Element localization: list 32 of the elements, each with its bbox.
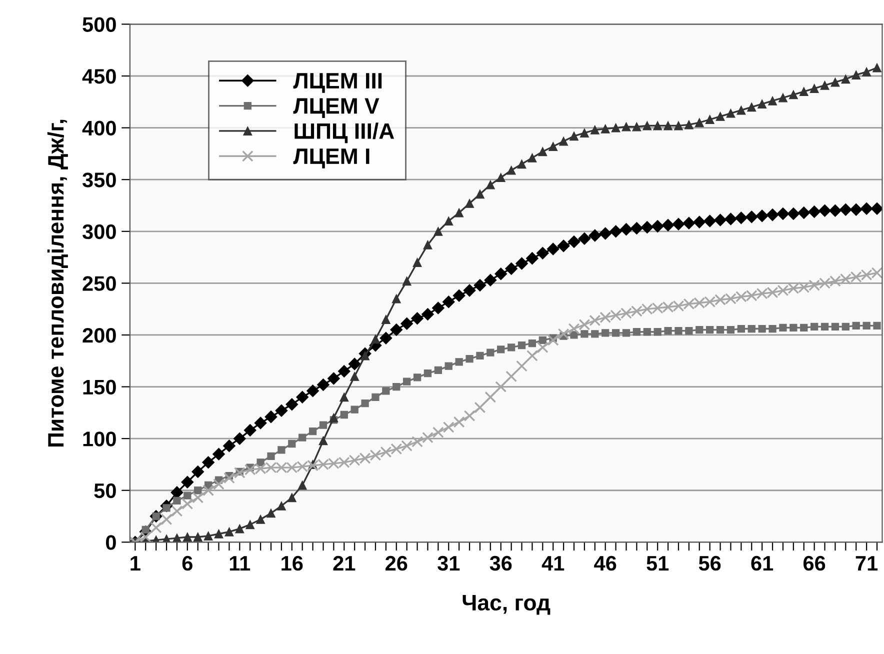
y-axis-title: Питоме тепловиділення, Дж/г,	[47, 120, 68, 447]
y-tick-label: 0	[106, 535, 116, 550]
y-tick-label: 300	[82, 224, 116, 240]
legend-label: ЛЦЕМ I	[293, 148, 370, 168]
x-tick-label: 21	[333, 556, 356, 570]
x-tick-label: 41	[542, 556, 564, 570]
x-tick-label: 6	[182, 556, 192, 571]
legend-label: ШПЦ III/A	[294, 122, 394, 144]
x-tick-label: 56	[698, 556, 721, 571]
x-axis-title: Час, год	[462, 595, 550, 615]
y-tick-label: 100	[83, 432, 116, 446]
x-tick-label: 31	[438, 556, 460, 571]
legend-label: ЛЦЕМ III	[293, 73, 382, 93]
legend-label: ЛЦЕМ V	[293, 98, 380, 118]
x-tick-label: 1	[130, 556, 140, 570]
x-tick-label: 26	[386, 556, 408, 571]
x-tick-label: 46	[594, 556, 616, 571]
x-tick-label: 71	[856, 556, 878, 570]
x-tick-label: 66	[803, 556, 826, 571]
y-tick-label: 200	[82, 328, 116, 343]
x-tick-label: 11	[230, 556, 250, 570]
y-tick-label: 500	[82, 17, 116, 32]
y-tick-label: 400	[82, 120, 116, 136]
x-tick-label: 36	[490, 556, 512, 571]
y-tick-label: 150	[83, 380, 116, 395]
x-tick-label: 61	[751, 556, 774, 571]
y-tick-label: 350	[82, 172, 116, 188]
y-tick-label: 250	[82, 276, 116, 291]
y-tick-label: 450	[82, 68, 116, 84]
x-tick-label: 51	[646, 556, 669, 571]
x-tick-label: 16	[282, 556, 303, 571]
y-tick-label: 50	[94, 483, 116, 498]
